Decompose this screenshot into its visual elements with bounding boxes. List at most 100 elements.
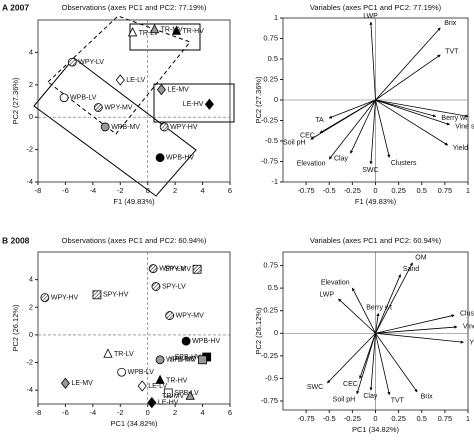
- chart-title: Variables (axes PC1 and PC2: 77.19%): [310, 3, 442, 12]
- point-label: LE-LV: [126, 77, 145, 84]
- point: [59, 93, 69, 103]
- group-outline: [153, 83, 235, 123]
- vector-label: Vine size: [455, 123, 474, 130]
- x-tick-label: 4: [200, 186, 204, 195]
- point: [159, 122, 169, 132]
- loading-vector: [328, 99, 376, 119]
- loading-vector: [319, 99, 376, 134]
- loading-vector: [375, 262, 413, 334]
- vector-label: Yield: [453, 145, 468, 152]
- vector-label: SWC: [362, 167, 378, 174]
- loading-vector: [375, 99, 437, 118]
- y-axis-label: PC2 (26.12%): [11, 304, 20, 352]
- x-tick-label: 0: [373, 186, 377, 195]
- point: [155, 355, 165, 365]
- loading-vector: [369, 21, 376, 101]
- vector-label: Elevation: [297, 161, 326, 168]
- x-axis-label: F1 (49.83%): [355, 197, 397, 206]
- vector-label: LWP: [363, 13, 378, 20]
- y-tick-label: 1: [274, 13, 278, 22]
- point-label: WPB-MV: [111, 124, 140, 131]
- x-tick-label: -0.75: [298, 186, 315, 195]
- point-label: WPY-MV: [176, 312, 204, 319]
- y-tick-label: 0.25: [263, 306, 278, 315]
- loading-vector: [375, 312, 380, 334]
- loading-vector: [375, 314, 455, 334]
- chart-title: Observations (axes PC1 and PC2: 77.19%): [62, 3, 207, 12]
- point: [165, 311, 175, 320]
- loading-vector: [375, 99, 449, 146]
- loading-vector: [375, 274, 401, 334]
- y-tick-label: 0: [274, 95, 278, 104]
- point-label: SPB-HV: [175, 354, 201, 361]
- y-axis-label: PC2 (27.36%): [11, 77, 20, 125]
- point-label: SPY-HV: [103, 292, 129, 299]
- x-tick-label: 0.25: [391, 414, 406, 423]
- vector-label: CEC: [343, 381, 358, 388]
- point-label: WPY-MV: [104, 104, 132, 111]
- x-tick-label: 0: [373, 414, 377, 423]
- y-tick-label: 0.5: [268, 54, 278, 63]
- point: [163, 388, 173, 398]
- vector-label: SWC: [307, 384, 323, 391]
- loading-vector: [375, 333, 391, 396]
- y-tick-label: -2: [26, 358, 33, 367]
- loading-vector: [369, 333, 376, 391]
- point-label: LE-LV: [148, 383, 167, 390]
- vector-label: Vine size: [463, 323, 474, 330]
- y-tick-label: -2: [26, 145, 33, 154]
- point: [117, 367, 127, 377]
- panel-label: A 2007: [2, 2, 29, 12]
- y-tick-label: -0.5: [265, 373, 278, 382]
- vector-label: LWP: [319, 292, 334, 299]
- vector-label: Soil pH: [283, 139, 306, 146]
- loading-vector: [328, 99, 376, 160]
- loading-vector: [375, 54, 441, 101]
- vector-label: Clay: [363, 393, 378, 400]
- x-axis-label: PC1 (34.82%): [110, 419, 158, 428]
- x-tick-label: 1: [466, 186, 470, 195]
- point: [204, 98, 214, 110]
- vector-label: Brix: [444, 20, 457, 27]
- vector-label: Soil pH: [333, 396, 356, 403]
- point: [171, 25, 182, 35]
- point-label: WPB-LV: [70, 95, 97, 102]
- point-label: WPY-HV: [51, 294, 79, 301]
- y-tick-label: 0: [29, 112, 33, 121]
- x-tick-label: -6: [62, 408, 69, 417]
- point: [115, 74, 125, 86]
- point-label: WPY-LV: [78, 59, 104, 66]
- y-tick-label: 0.75: [263, 33, 278, 42]
- loading-vector: [375, 99, 469, 118]
- point-label: LE-HV: [158, 399, 179, 406]
- y-tick-label: 0: [274, 328, 278, 337]
- loading-vector: [369, 99, 376, 165]
- x-tick-label: 6: [228, 186, 232, 195]
- x-tick-label: -0.25: [344, 414, 361, 423]
- point-label: WPY-HV: [170, 124, 198, 131]
- point-label: WPB-MV: [166, 357, 195, 364]
- x-tick-label: -0.75: [298, 414, 315, 423]
- loading-vector: [375, 27, 441, 101]
- y-tick-label: -0.75: [261, 156, 278, 165]
- point: [148, 264, 158, 273]
- point: [137, 380, 147, 392]
- y-tick-label: 0.5: [268, 283, 278, 292]
- point: [100, 122, 110, 132]
- point: [149, 23, 160, 34]
- point: [40, 293, 50, 303]
- vector-label: OM: [415, 254, 426, 261]
- point: [92, 290, 102, 300]
- x-tick-label: -4: [90, 408, 97, 417]
- point-label: WPY-LV: [159, 265, 185, 272]
- x-tick-label: 0.5: [417, 414, 427, 423]
- vector-label: Berry wt: [366, 304, 392, 311]
- point-label: TR-MV: [161, 27, 183, 34]
- y-tick-label: -0.75: [261, 396, 278, 405]
- vector-label: CEC: [300, 133, 315, 140]
- point: [192, 264, 202, 274]
- point-label: TR-MV: [162, 393, 184, 400]
- group-outline: [129, 23, 201, 51]
- y-axis-label: PC2 (26.12%): [254, 307, 263, 355]
